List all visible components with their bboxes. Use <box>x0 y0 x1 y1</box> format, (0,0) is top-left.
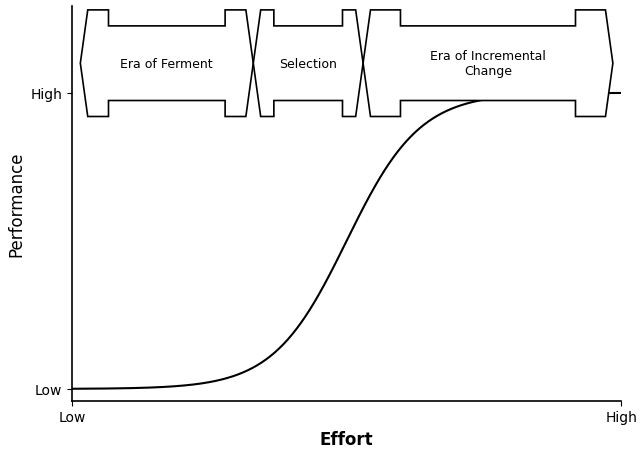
Y-axis label: Performance: Performance <box>7 151 25 257</box>
Polygon shape <box>363 11 613 117</box>
Text: Era of Incremental
Change: Era of Incremental Change <box>430 50 546 78</box>
Text: Era of Ferment: Era of Ferment <box>120 58 213 71</box>
Text: Selection: Selection <box>279 58 337 71</box>
X-axis label: Effort: Effort <box>320 430 374 448</box>
Polygon shape <box>80 11 253 117</box>
Polygon shape <box>253 11 363 117</box>
